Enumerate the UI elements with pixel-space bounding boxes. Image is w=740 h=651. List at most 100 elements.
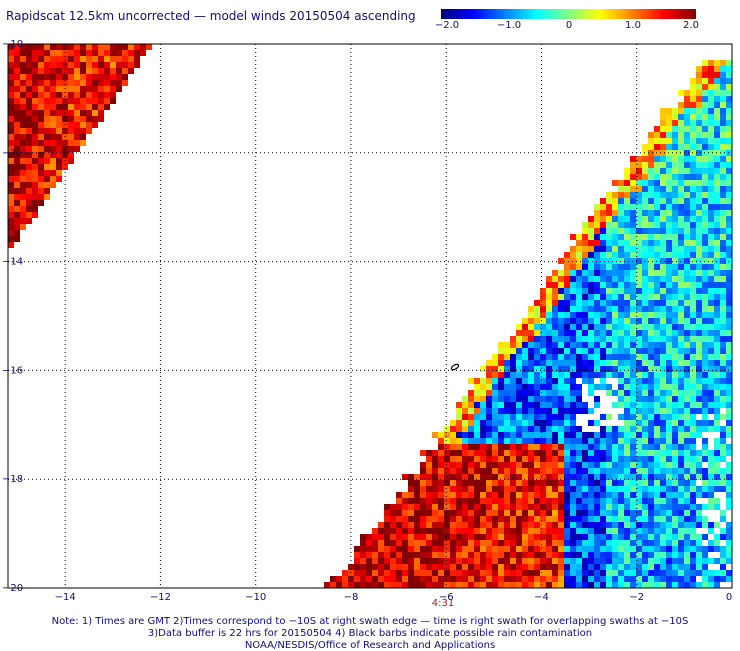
wind-cell <box>552 330 558 336</box>
wind-cell <box>606 540 612 546</box>
wind-cell <box>612 534 618 540</box>
wind-cell <box>486 522 492 528</box>
wind-cell <box>462 522 468 528</box>
wind-cell <box>690 216 696 222</box>
wind-cell <box>654 552 660 558</box>
wind-cell <box>624 468 630 474</box>
wind-cell <box>702 66 708 72</box>
wind-cell <box>618 276 624 282</box>
wind-cell <box>606 552 612 558</box>
wind-cell <box>708 312 714 318</box>
wind-cell <box>384 558 390 564</box>
wind-cell <box>720 312 726 318</box>
wind-cell <box>630 294 636 300</box>
wind-cell <box>432 510 438 516</box>
wind-cell <box>600 582 606 588</box>
wind-cell <box>600 312 606 318</box>
wind-cell <box>498 402 504 408</box>
wind-cell <box>660 468 666 474</box>
wind-cell <box>624 246 630 252</box>
wind-cell <box>600 516 606 522</box>
wind-cell <box>600 468 606 474</box>
wind-cell <box>648 402 654 408</box>
wind-cell <box>402 474 408 480</box>
wind-cell <box>684 534 690 540</box>
wind-cell <box>414 576 420 582</box>
wind-cell <box>696 378 702 384</box>
wind-cell <box>486 366 492 372</box>
wind-cell <box>8 128 14 134</box>
wind-cell <box>50 182 56 188</box>
wind-cell <box>516 426 522 432</box>
wind-cell <box>408 510 414 516</box>
wind-cell <box>708 204 714 210</box>
wind-cell <box>468 486 474 492</box>
wind-cell <box>678 456 684 462</box>
wind-cell <box>486 480 492 486</box>
wind-cell <box>660 564 666 570</box>
wind-cell <box>684 576 690 582</box>
wind-cell <box>666 468 672 474</box>
wind-cell <box>390 510 396 516</box>
wind-cell <box>38 74 44 80</box>
wind-cell <box>528 384 534 390</box>
wind-cell <box>14 230 20 236</box>
wind-cell <box>618 426 624 432</box>
wind-cell <box>672 264 678 270</box>
wind-cell <box>378 570 384 576</box>
wind-cell <box>522 318 528 324</box>
wind-cell <box>558 558 564 564</box>
wind-cell <box>14 86 20 92</box>
note-line-2: 3)Data buffer is 22 hrs for 20150504 4) … <box>147 628 593 639</box>
wind-cell <box>678 438 684 444</box>
wind-cell <box>86 62 92 68</box>
wind-cell <box>462 438 468 444</box>
wind-cell <box>612 360 618 366</box>
wind-cell <box>726 540 732 546</box>
wind-cell <box>588 462 594 468</box>
wind-cell <box>534 540 540 546</box>
wind-cell <box>474 408 480 414</box>
wind-cell <box>582 498 588 504</box>
wind-cell <box>672 390 678 396</box>
wind-cell <box>86 116 92 122</box>
wind-cell <box>666 288 672 294</box>
wind-cell <box>50 152 56 158</box>
wind-cell <box>26 104 32 110</box>
wind-cell <box>630 492 636 498</box>
wind-cell <box>618 180 624 186</box>
wind-cell <box>26 62 32 68</box>
wind-cell <box>522 528 528 534</box>
wind-cell <box>564 498 570 504</box>
wind-cell <box>678 282 684 288</box>
wind-cell <box>630 246 636 252</box>
wind-cell <box>672 396 678 402</box>
wind-cell <box>558 378 564 384</box>
wind-cell <box>654 450 660 456</box>
wind-cell <box>56 176 62 182</box>
note-line-3: NOAA/NESDIS/Office of Research and Appli… <box>244 640 496 651</box>
wind-cell <box>684 144 690 150</box>
wind-cell <box>702 306 708 312</box>
wind-cell <box>498 546 504 552</box>
wind-cell <box>558 534 564 540</box>
wind-cell <box>582 342 588 348</box>
wind-cell <box>408 546 414 552</box>
wind-cell <box>468 420 474 426</box>
wind-cell <box>50 140 56 146</box>
wind-cell <box>336 576 342 582</box>
wind-cell <box>516 510 522 516</box>
wind-cell <box>498 540 504 546</box>
wind-cell <box>594 342 600 348</box>
wind-cell <box>666 222 672 228</box>
wind-cell <box>540 426 546 432</box>
wind-cell <box>594 276 600 282</box>
wind-cell <box>432 474 438 480</box>
wind-cell <box>696 354 702 360</box>
wind-cell <box>588 576 594 582</box>
wind-cell <box>510 438 516 444</box>
wind-cell <box>456 474 462 480</box>
wind-cell <box>438 582 444 588</box>
wind-cell <box>8 200 14 206</box>
wind-cell <box>402 546 408 552</box>
